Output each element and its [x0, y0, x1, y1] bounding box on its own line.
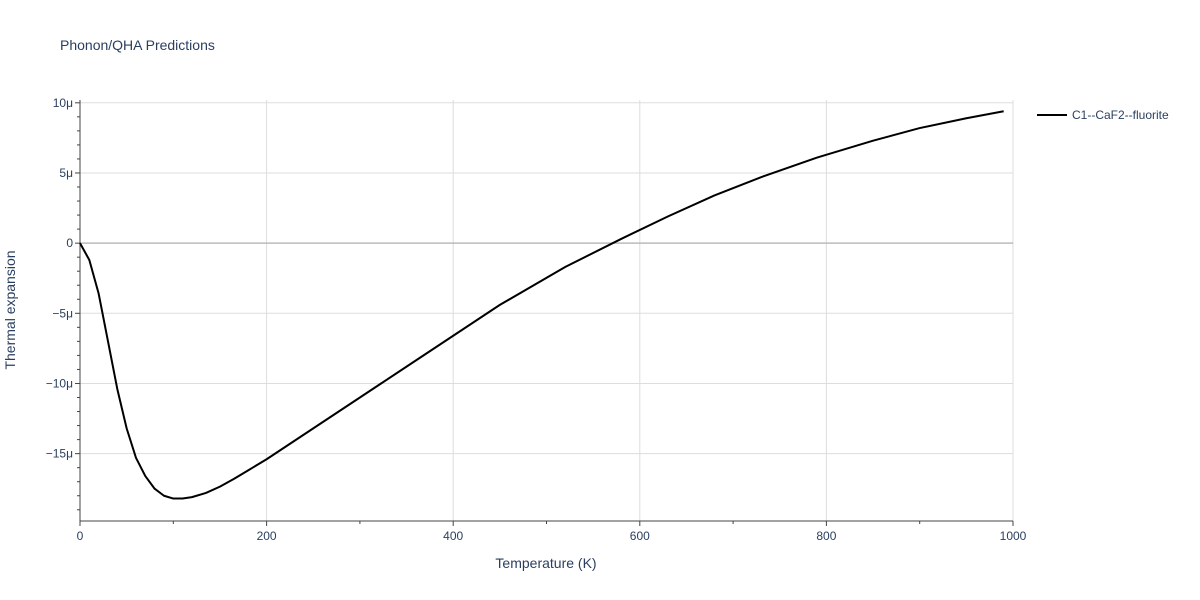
x-tick-label: 400	[443, 529, 463, 543]
y-tick-label: −15μ	[46, 447, 73, 461]
y-tick-label: 10μ	[53, 96, 73, 110]
x-axis-ticks: 0 200 400 600 800 1000	[77, 521, 1027, 543]
legend[interactable]: C1--CaF2--fluorite	[1037, 108, 1169, 122]
y-axis-title: Thermal expansion	[2, 250, 18, 369]
y-tick-label: −10μ	[46, 376, 73, 390]
x-tick-label: 600	[630, 529, 650, 543]
series-layer	[79, 110, 1004, 500]
y-tick-label: 0	[66, 236, 73, 250]
x-tick-label: 200	[257, 529, 277, 543]
y-axis-ticks: 10μ 5μ 0 −5μ −10μ −15μ	[46, 96, 80, 511]
x-tick-label: 800	[816, 529, 836, 543]
y-tick-label: −5μ	[52, 306, 73, 320]
chart-title: Phonon/QHA Predictions	[60, 37, 215, 53]
legend-item-label[interactable]: C1--CaF2--fluorite	[1072, 108, 1169, 122]
x-tick-label: 1000	[1000, 529, 1027, 543]
x-axis-title: Temperature (K)	[495, 555, 596, 571]
axes	[79, 100, 1013, 522]
y-tick-label: 5μ	[59, 166, 73, 180]
x-tick-label: 0	[77, 529, 84, 543]
grid-lines	[80, 100, 1014, 521]
series-line	[79, 110, 1004, 500]
